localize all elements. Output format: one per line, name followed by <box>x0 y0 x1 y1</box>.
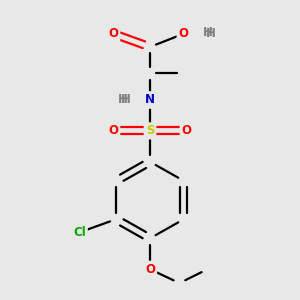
Text: O: O <box>145 263 155 276</box>
Text: N: N <box>145 93 155 106</box>
Text: H: H <box>118 93 128 106</box>
Text: O: O <box>179 27 189 40</box>
Text: H: H <box>206 27 216 40</box>
Text: N: N <box>145 93 155 106</box>
Text: Cl: Cl <box>73 226 86 239</box>
Text: O: O <box>179 27 189 40</box>
Text: H: H <box>121 93 131 106</box>
Text: O: O <box>108 27 118 40</box>
Text: O: O <box>108 124 118 137</box>
Text: O: O <box>182 124 192 137</box>
Text: H: H <box>203 26 213 39</box>
Text: S: S <box>146 124 154 137</box>
